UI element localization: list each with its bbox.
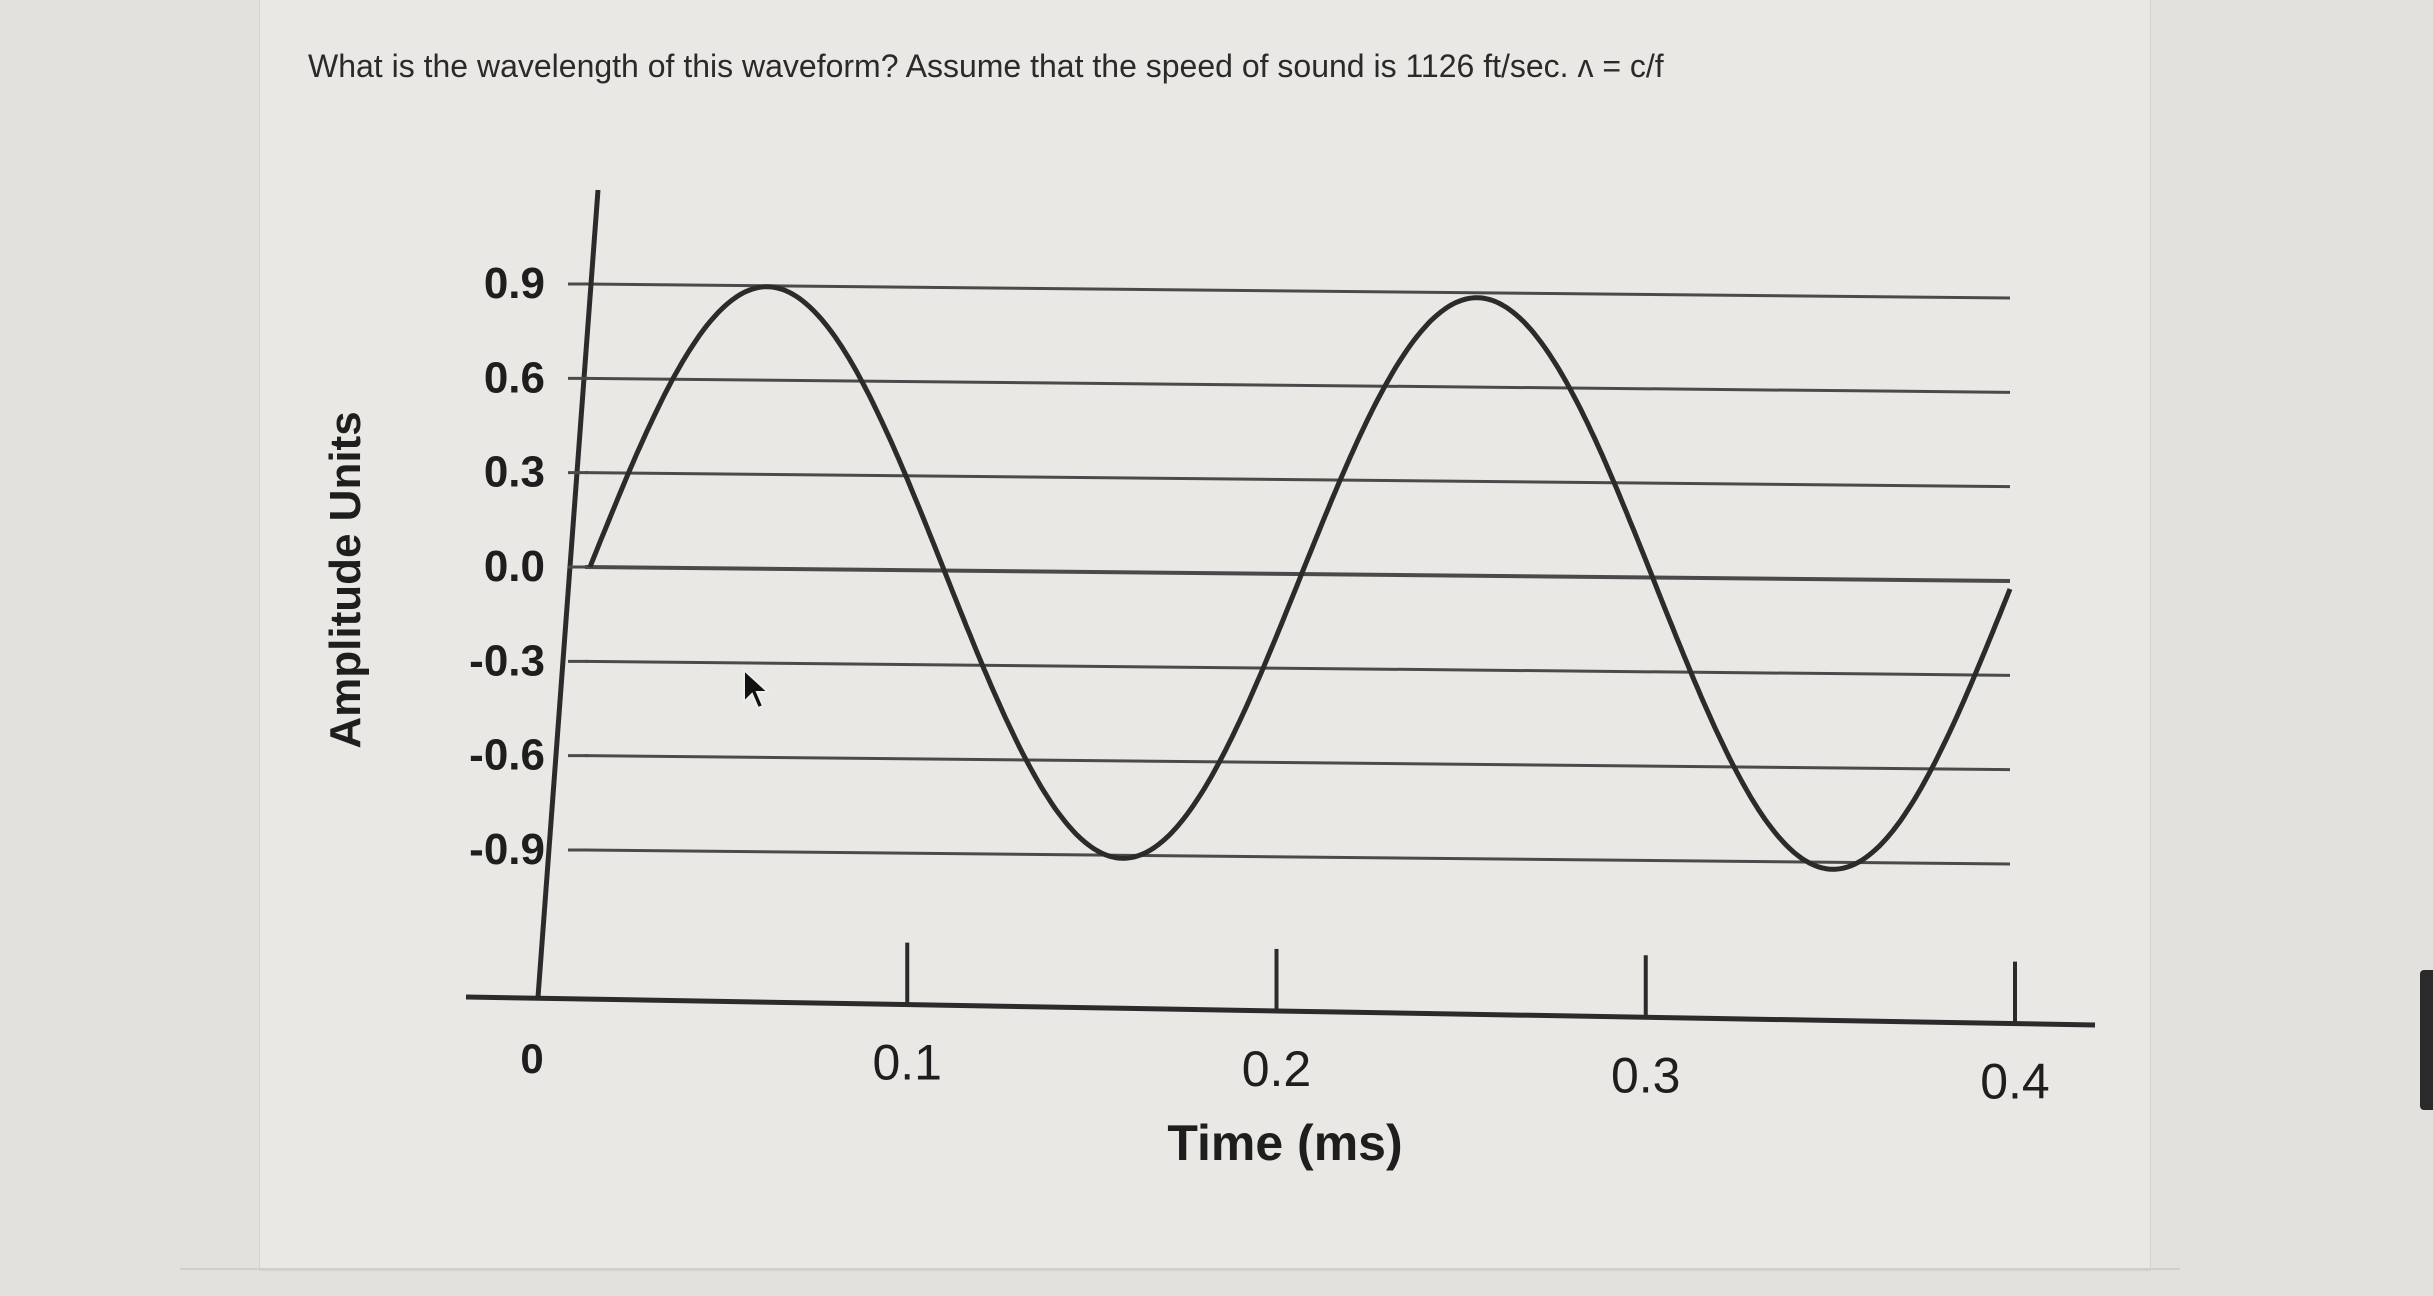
y-axis-line (535, 189, 601, 998)
worksheet-page (260, 0, 2150, 1270)
x-tick-label: 0.1 (872, 1035, 942, 1091)
series (587, 284, 2013, 872)
grid-line (584, 754, 2011, 772)
page-edge-line (180, 1268, 2180, 1270)
y-axis-label: Amplitude Units (321, 411, 370, 748)
grid-line (584, 376, 2011, 394)
x-tick-label: 0.2 (1242, 1041, 1312, 1097)
y-tick-label: -0.6 (469, 731, 545, 780)
grid-line (584, 282, 2011, 300)
grid-line (584, 565, 2011, 583)
x-tick-label: 0 (520, 1035, 543, 1082)
x-tick-label: 0.3 (1611, 1047, 1681, 1103)
y-tick-label: 0.6 (484, 353, 545, 402)
mouse-pointer-icon (743, 668, 771, 710)
y-tick-label: 0.0 (484, 542, 545, 591)
waveform-line (587, 284, 2013, 872)
grid-lines (584, 282, 2011, 866)
x-tick-label: 0.4 (1980, 1054, 2050, 1110)
y-tick-label: -0.9 (469, 825, 545, 874)
y-ticks: 0.9 0.6 0.3 0.0 -0.3 -0.6 -0.9 (469, 259, 588, 874)
y-tick-label: 0.3 (484, 448, 545, 497)
grid-line (584, 659, 2011, 677)
y-tick-label: -0.3 (469, 636, 545, 685)
x-ticks: 0 0.1 0.2 0.3 0.4 (520, 942, 2050, 1110)
x-axis-label: Time (ms) (1167, 1115, 1402, 1171)
device-edge (2420, 970, 2433, 1110)
question-text: What is the wavelength of this waveform?… (308, 48, 1664, 84)
axis-labels: Time (ms) Amplitude Units (321, 411, 1403, 1171)
x-axis-line (465, 994, 2096, 1028)
grid-line (584, 848, 2011, 866)
y-tick-label: 0.9 (484, 259, 545, 308)
grid-line (584, 471, 2011, 489)
axes (465, 189, 2096, 1028)
